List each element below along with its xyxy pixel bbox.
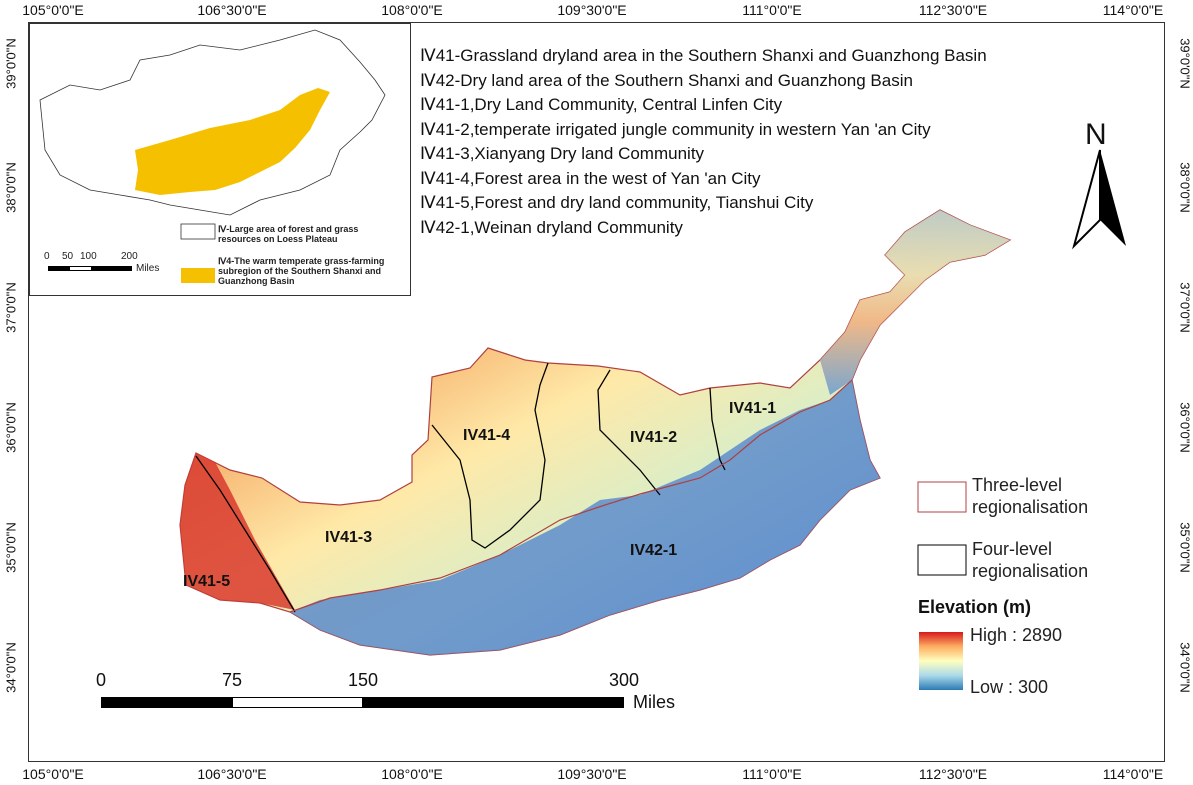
inset-legend-outline-swatch — [180, 223, 216, 240]
latitude-tick-label-left: 38°0'0"N — [3, 162, 19, 213]
inset-scale-0: 0 — [44, 251, 50, 262]
longitude-tick-label-bottom: 109°30'0"E — [557, 766, 627, 782]
longitude-tick-label-top: 111°0'0"E — [742, 2, 802, 18]
latitude-tick-label-right: 35°0'0"N — [1177, 522, 1193, 573]
region-description-list: Ⅳ41-Grassland dryland area in the Southe… — [420, 44, 987, 240]
region-label-iv41-3: IV41-3 — [325, 529, 373, 546]
region-description: Ⅳ41-1,Dry Land Community, Central Linfen… — [420, 95, 783, 114]
inset-scale-unit: Miles — [136, 263, 160, 274]
inset-scale-50: 50 — [62, 251, 74, 262]
region-description: Ⅳ41-3,Xianyang Dry land Community — [420, 144, 705, 163]
region-basin — [290, 380, 880, 655]
scale-label-75: 75 — [221, 670, 243, 690]
elevation-legend-title: Elevation (m) — [918, 597, 1032, 617]
inset-loess-plateau-outline — [39, 29, 386, 216]
north-arrow-label: N — [1085, 118, 1107, 151]
region-description: Ⅳ42-1,Weinan dryland Community — [420, 217, 683, 237]
latitude-tick-label-right: 36°0'0"N — [1177, 402, 1193, 453]
inset-scale-100: 100 — [80, 251, 97, 262]
longitude-tick-label-top: 112°30'0"E — [918, 2, 988, 18]
inset-scale-200: 200 — [121, 251, 138, 262]
three-level-boundary — [289, 379, 853, 613]
latitude-tick-label-right: 39°0'0"N — [1177, 38, 1193, 89]
latitude-tick-label-right: 34°0'0"N — [1177, 642, 1193, 693]
longitude-tick-label-bottom: 106°30'0"E — [197, 766, 267, 782]
elevation-color-ramp — [919, 632, 963, 690]
four-level-swatch — [917, 544, 967, 576]
inset-frame — [29, 23, 411, 296]
scale-unit: Miles — [632, 692, 676, 712]
latitude-tick-label-right: 37°0'0"N — [1177, 282, 1193, 333]
north-arrow-icon — [1072, 149, 1126, 250]
scale-label-0: 0 — [95, 670, 107, 690]
region-west-highland — [180, 453, 295, 610]
region-label-iv42-1: IV42-1 — [630, 542, 678, 559]
longitude-tick-label-bottom: 108°0'0"E — [381, 766, 443, 782]
elevation-low-label: Low : 300 — [970, 677, 1049, 697]
region-description: Ⅳ42-Dry land area of the Southern Shanxi… — [420, 70, 913, 90]
longitude-tick-label-bottom: 112°30'0"E — [918, 766, 988, 782]
four-level-boundaries — [195, 362, 726, 613]
longitude-tick-label-top: 109°30'0"E — [557, 2, 627, 18]
latitude-tick-label-right: 38°0'0"N — [1177, 162, 1193, 213]
region-label-iv41-1: IV41-1 — [729, 400, 777, 417]
latitude-tick-label-left: 37°0'0"N — [3, 282, 19, 333]
inset-legend-outline-label: Ⅳ-Large area of forest and grass resourc… — [218, 224, 359, 244]
longitude-tick-label-top: 105°0'0"E — [22, 2, 84, 18]
scale-bar-segment-2 — [232, 697, 363, 708]
three-level-swatch — [917, 481, 967, 513]
region-label-iv41-2: IV41-2 — [630, 429, 678, 446]
scale-label-300: 300 — [608, 670, 640, 690]
longitude-tick-label-bottom: 105°0'0"E — [22, 766, 84, 782]
longitude-tick-label-top: 106°30'0"E — [197, 2, 267, 18]
latitude-tick-label-left: 34°0'0"N — [3, 642, 19, 693]
region-northeast-arm — [820, 210, 1010, 395]
inset-legend-fill-label: Ⅳ4-The warm temperate grass-farming subr… — [218, 256, 385, 286]
region-description: Ⅳ41-Grassland dryland area in the Southe… — [420, 46, 987, 65]
longitude-tick-label-bottom: 114°0'0"E — [1102, 766, 1164, 782]
three-level-label: Three-level regionalisation — [972, 475, 1089, 517]
inset-map — [39, 29, 386, 283]
longitude-tick-label-bottom: 111°0'0"E — [742, 766, 802, 782]
four-level-label: Four-level regionalisation — [972, 539, 1089, 581]
scale-label-150: 150 — [347, 670, 379, 690]
latitude-tick-label-left: 35°0'0"N — [3, 522, 19, 573]
region-description: Ⅳ41-2,temperate irrigated jungle communi… — [420, 119, 931, 139]
elevation-high-label: High : 2890 — [970, 625, 1063, 645]
region-description: Ⅳ41-5,Forest and dry land community, Tia… — [420, 193, 814, 212]
map-frame — [28, 22, 1165, 762]
region-description: Ⅳ41-4,Forest area in the west of Yan 'an… — [420, 168, 761, 188]
longitude-tick-label-top: 114°0'0"E — [1102, 2, 1164, 18]
region-label-iv41-4: IV41-4 — [463, 427, 511, 444]
inset-legend-fill-swatch — [181, 268, 215, 283]
inset-subregion-fill — [135, 88, 330, 195]
latitude-tick-label-left: 39°0'0"N — [3, 38, 19, 89]
scale-bar-segment-3 — [363, 697, 624, 708]
region-label-iv41-5: IV41-5 — [183, 573, 231, 590]
scale-bar-segment-1 — [101, 697, 232, 708]
longitude-tick-label-top: 108°0'0"E — [381, 2, 443, 18]
latitude-tick-label-left: 36°0'0"N — [3, 402, 19, 453]
